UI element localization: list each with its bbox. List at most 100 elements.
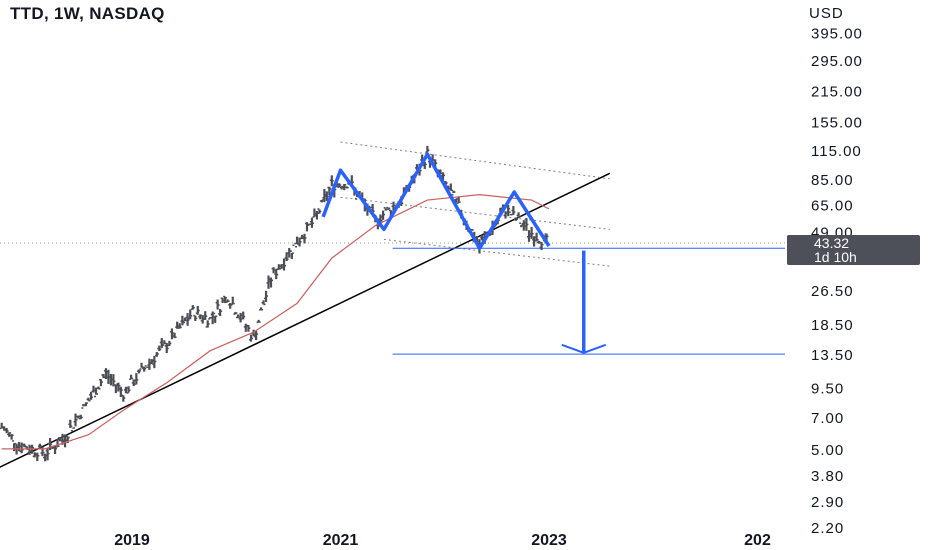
price-bar: [264, 290, 269, 303]
price-bar: [524, 217, 529, 231]
x-tick-label: 2023: [531, 532, 567, 549]
y-tick-label: 395.00: [811, 25, 863, 42]
price-bar: [185, 313, 190, 326]
price-bar: [203, 311, 208, 320]
price-bar: [169, 328, 174, 340]
moving-average-line: [1, 194, 550, 450]
price-bar: [508, 211, 513, 216]
price-bar: [381, 210, 386, 220]
price-bar: [142, 366, 147, 372]
price-bar: [73, 413, 78, 427]
price-bar: [89, 391, 94, 400]
price-bar: [302, 233, 307, 244]
price-bar: [297, 237, 302, 247]
price-bar: [539, 242, 544, 251]
x-tick-label: 2021: [323, 532, 359, 549]
price-bar: [516, 212, 521, 218]
price-bar: [193, 314, 198, 322]
price-bar: [230, 296, 235, 306]
price-bar: [96, 386, 101, 390]
price-bar: [9, 434, 14, 440]
y-tick-label: 7.00: [811, 410, 844, 427]
price-bar: [261, 300, 266, 306]
price-bar: [503, 211, 508, 219]
price-bar: [249, 334, 254, 342]
price-bar: [317, 208, 322, 214]
y-tick-label: 65.00: [811, 197, 854, 214]
last-price-tag: [787, 235, 920, 266]
price-bar: [182, 317, 187, 324]
price-bar: [48, 437, 53, 451]
last-price-value: 43.32: [814, 235, 849, 251]
price-bar: [225, 299, 230, 303]
price-bar: [205, 320, 210, 328]
price-bar: [118, 386, 123, 398]
price-bar: [254, 330, 259, 341]
y-tick-label: 9.50: [811, 381, 844, 398]
price-bar: [241, 311, 246, 320]
y-tick-label: 85.00: [811, 172, 854, 189]
price-bar: [513, 217, 518, 221]
price-bar: [213, 312, 218, 323]
price-bar: [136, 369, 141, 374]
price-bar: [448, 183, 453, 192]
target-arrow-head: [561, 343, 607, 354]
price-bar: [121, 394, 126, 402]
price-bar: [40, 446, 45, 457]
price-bar: [287, 248, 292, 258]
price-bar: [329, 175, 334, 187]
price-bar: [126, 386, 131, 394]
price-bar: [309, 217, 314, 228]
price-bar: [304, 222, 309, 232]
price-bar: [152, 356, 157, 369]
price-bar: [68, 419, 73, 428]
price-bar: [83, 402, 88, 407]
price-bar: [157, 345, 162, 352]
price-bar: [233, 312, 238, 315]
price-bar: [422, 161, 427, 169]
price-bar: [7, 432, 12, 437]
y-tick-label: 115.00: [811, 143, 862, 160]
price-bar: [218, 308, 223, 317]
price-bar: [19, 442, 24, 454]
price-bar: [534, 232, 539, 242]
y-tick-label: 215.00: [811, 83, 863, 100]
price-bar: [45, 447, 50, 461]
pattern-zigzag: [321, 152, 551, 251]
price-bar: [190, 305, 195, 310]
price-bar: [167, 340, 172, 347]
price-bar: [195, 305, 200, 315]
price-bar: [451, 190, 456, 196]
price-bar: [386, 206, 391, 210]
price-bar: [342, 183, 347, 191]
price-bar: [70, 427, 75, 432]
y-tick-label: 3.80: [811, 468, 844, 485]
price-bar: [529, 226, 534, 239]
chart-title: TTD, 1W, NASDAQ: [10, 4, 165, 23]
price-bar: [246, 324, 251, 332]
price-bar: [144, 365, 149, 369]
y-tick-label: 5.00: [811, 442, 844, 459]
price-bar: [78, 414, 83, 420]
y-tick-label: 2.20: [811, 520, 844, 537]
x-tick-label: 202: [744, 532, 771, 549]
price-bar: [271, 267, 276, 274]
price-bar: [164, 343, 169, 354]
price-bar: [188, 309, 193, 320]
y-axis-unit-label: USD: [809, 5, 844, 22]
price-bar: [215, 299, 220, 310]
price-bar: [53, 445, 58, 455]
price-bar: [111, 374, 116, 387]
y-tick-label: 2.90: [811, 494, 844, 511]
price-bar: [235, 314, 240, 319]
price-bar: [269, 277, 273, 288]
y-tick-label: 155.00: [811, 115, 863, 132]
price-bar: [425, 145, 430, 153]
y-tick-label: 295.00: [811, 53, 863, 70]
channel-top-line: [340, 141, 610, 180]
price-bar: [129, 374, 134, 380]
price-bar: [116, 382, 121, 392]
price-bar: [177, 323, 182, 329]
